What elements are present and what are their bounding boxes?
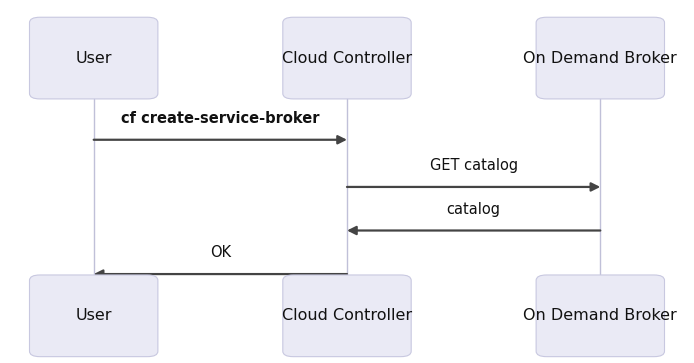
Text: GET catalog: GET catalog	[430, 158, 518, 173]
Text: cf create-service-broker: cf create-service-broker	[121, 111, 320, 126]
Text: User: User	[76, 308, 112, 323]
FancyBboxPatch shape	[30, 17, 158, 99]
FancyBboxPatch shape	[283, 275, 411, 356]
FancyBboxPatch shape	[536, 17, 664, 99]
Text: On Demand Broker: On Demand Broker	[523, 308, 677, 323]
Text: Cloud Controller: Cloud Controller	[282, 50, 412, 66]
Text: User: User	[76, 50, 112, 66]
FancyBboxPatch shape	[283, 17, 411, 99]
Text: catalog: catalog	[447, 202, 500, 217]
Text: On Demand Broker: On Demand Broker	[523, 50, 677, 66]
FancyBboxPatch shape	[536, 275, 664, 356]
Text: Cloud Controller: Cloud Controller	[282, 308, 412, 323]
FancyBboxPatch shape	[30, 275, 158, 356]
Text: OK: OK	[210, 245, 231, 260]
